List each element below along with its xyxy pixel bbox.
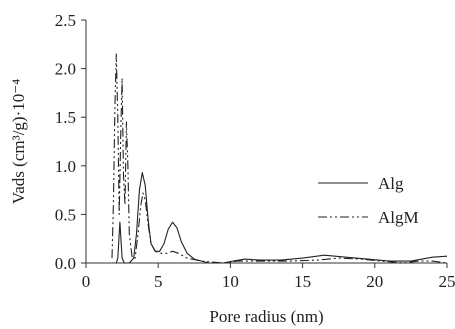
chart-legend: Alg AlgM bbox=[318, 174, 419, 227]
x-tick-label: 0 bbox=[82, 272, 91, 291]
y-axis-title: Vads (cm³/g)·10⁻⁴ bbox=[9, 79, 28, 204]
x-tick-label: 20 bbox=[366, 272, 383, 291]
series-line-alg bbox=[115, 172, 448, 264]
chart-marks bbox=[111, 53, 448, 264]
x-axis-title: Pore radius (nm) bbox=[209, 307, 323, 326]
x-tick-label: 10 bbox=[222, 272, 239, 291]
legend-label-algm: AlgM bbox=[378, 208, 419, 227]
y-tick-label: 1.5 bbox=[55, 108, 76, 127]
y-tick-label: 2.0 bbox=[55, 60, 76, 79]
series-line-algm bbox=[111, 53, 448, 264]
y-tick-label: 2.5 bbox=[55, 11, 76, 30]
y-tick-label: 1.0 bbox=[55, 157, 76, 176]
y-tick-label: 0.0 bbox=[55, 254, 76, 273]
y-tick-label: 0.5 bbox=[55, 205, 76, 224]
x-tick-label: 25 bbox=[439, 272, 455, 291]
chart-axes: 0 5 10 15 20 25 0.0 0.5 1.0 1.5 2.0 2.5 bbox=[55, 11, 455, 291]
x-tick-label: 15 bbox=[294, 272, 311, 291]
x-tick-label: 5 bbox=[154, 272, 163, 291]
legend-label-alg: Alg bbox=[378, 174, 404, 193]
